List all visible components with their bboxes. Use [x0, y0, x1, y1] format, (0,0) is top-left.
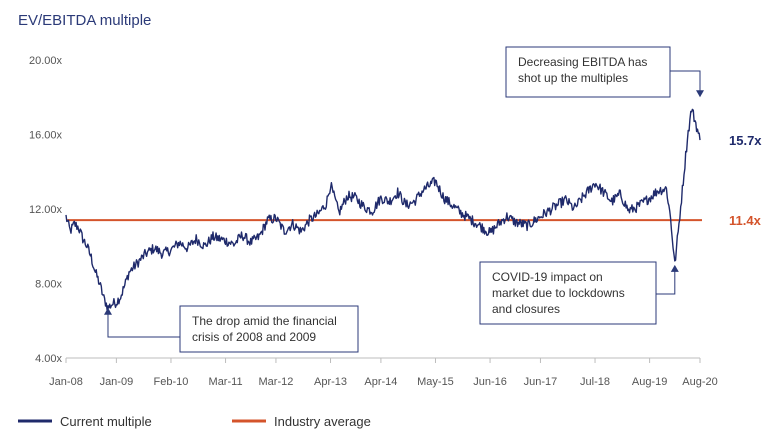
- legend: Current multiple Industry average: [18, 414, 371, 429]
- legend-label: Current multiple: [60, 414, 152, 429]
- annotation: COVID-19 impact on market due to lockdown…: [479, 261, 679, 325]
- legend-item: Industry average: [232, 414, 371, 429]
- current-end-label: 15.7x: [729, 133, 762, 148]
- x-tick-label: Jan-08: [49, 376, 83, 388]
- y-tick-label: 8.00x: [35, 279, 62, 291]
- annotation-arrowhead: [103, 307, 112, 315]
- annotation-text: Decreasing EBITDA has: [518, 55, 647, 69]
- x-tick-label: Jun-16: [473, 376, 507, 388]
- legend-label: Industry average: [274, 414, 371, 429]
- x-tick-label: Mar-12: [259, 376, 294, 388]
- x-tick-label: Aug-20: [682, 376, 717, 388]
- annotation-connector: [107, 313, 180, 338]
- y-tick-label: 12.00x: [29, 204, 63, 216]
- x-tick-label: Mar-11: [209, 376, 243, 388]
- x-tick-label: Jan-09: [100, 376, 134, 388]
- annotation-connector: [656, 270, 676, 295]
- annotation-arrowhead: [670, 264, 679, 272]
- annotation: The drop amid the financial crisis of 200…: [103, 305, 359, 353]
- x-tick-label: Jun-17: [524, 376, 558, 388]
- annotation-text: The drop amid the financial: [192, 314, 337, 328]
- annotation-text: crisis of 2008 and 2009: [192, 330, 316, 344]
- x-axis: Jan-08 Jan-09 Feb-10 Mar-11 Mar-12 Apr-13 Apr-…: [49, 357, 718, 388]
- plot-area: [65, 108, 702, 311]
- x-tick-label: Jul-18: [580, 376, 610, 388]
- chart-title: EV/EBITDA multiple: [18, 12, 151, 29]
- annotation-box: [505, 46, 671, 98]
- annotation-text: and closures: [492, 302, 560, 316]
- current-multiple-line: [65, 108, 701, 311]
- legend-item: Current multiple: [18, 414, 152, 429]
- annotation-arrowhead: [696, 90, 704, 98]
- annotation-text: COVID-19 impact on: [492, 270, 603, 284]
- annotation-box: [179, 305, 359, 353]
- x-tick-label: Apr-13: [314, 376, 347, 388]
- y-tick-label: 20.00x: [29, 55, 63, 67]
- annotation: Decreasing EBITDA has shot up the multipl…: [505, 46, 704, 98]
- x-tick-label: Feb-10: [154, 376, 189, 388]
- x-tick-label: Aug-19: [632, 376, 667, 388]
- annotation-text: shot up the multiples: [518, 71, 628, 85]
- annotations: Decreasing EBITDA has shot up the multipl…: [103, 46, 704, 353]
- annotation-box: [479, 261, 657, 325]
- end-labels: 15.7x 11.4x: [729, 133, 762, 228]
- annotation-text: market due to lockdowns: [492, 286, 625, 300]
- y-tick-label: 4.00x: [35, 353, 62, 365]
- average-end-label: 11.4x: [729, 213, 762, 228]
- annotation-connector: [670, 70, 701, 92]
- x-tick-label: May-15: [417, 376, 454, 388]
- x-tick-label: Apr-14: [364, 376, 397, 388]
- y-tick-label: 16.00x: [29, 130, 63, 142]
- y-axis: 4.00x 8.00x 12.00x 16.00x 20.00x: [29, 55, 63, 365]
